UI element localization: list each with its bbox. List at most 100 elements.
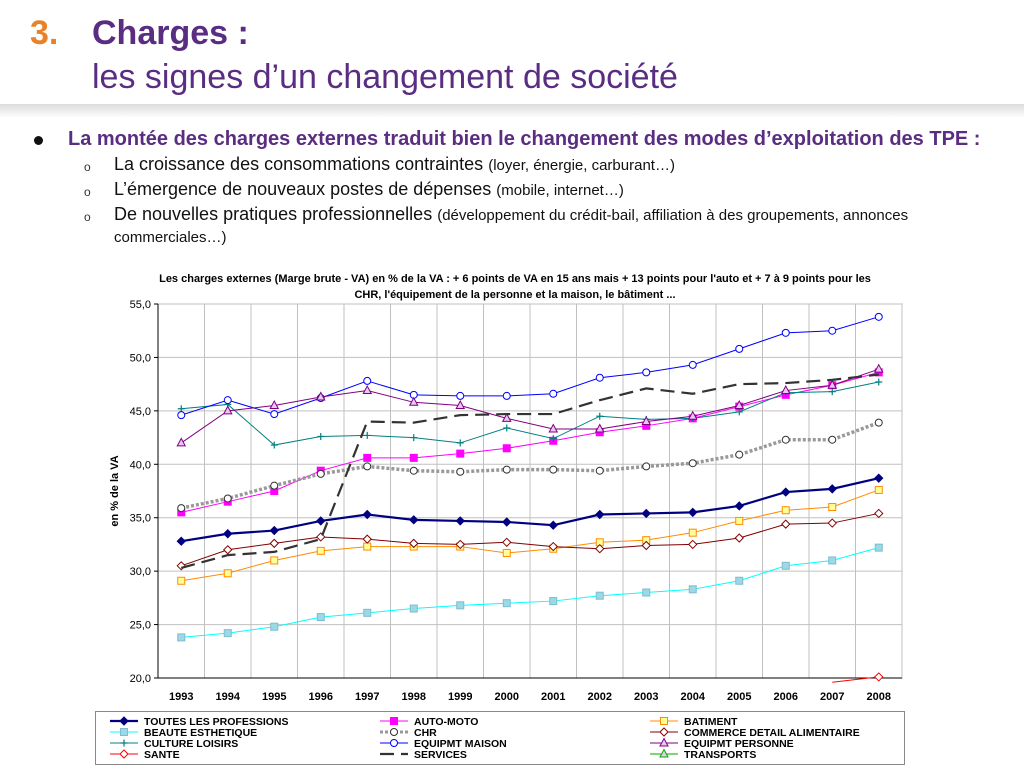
sub-bullet: o De nouvelles pratiques professionnelle… [32, 204, 1002, 248]
legend-label-toutes-les-professions: TOUTES LES PROFESSIONS [144, 716, 289, 728]
y-tick-label: 20,0 [130, 673, 151, 685]
data-point-commerce-detail-alimentaire [362, 534, 372, 544]
data-point-chr [781, 435, 790, 444]
series-line-batiment [181, 489, 879, 582]
legend-marker-culture-loisirs [120, 739, 128, 747]
legend-marker-equipmt-maison [390, 739, 398, 747]
data-point-chr [874, 418, 883, 427]
series-line-beaute-esthetique [181, 547, 879, 638]
data-point-culture-loisirs [828, 388, 836, 396]
x-tick-label: 1998 [402, 691, 426, 703]
data-point-equipmt-personne [734, 399, 745, 410]
data-point-toutes-les-professions [362, 509, 372, 520]
x-tick-label: 1995 [262, 691, 286, 703]
data-point-culture-loisirs [177, 405, 185, 413]
legend-label-transports: TRANSPORTS [684, 749, 756, 761]
data-point-culture-loisirs [410, 434, 418, 442]
data-point-equipmt-maison [735, 344, 744, 353]
bullet-list: La montée des charges externes traduit b… [32, 128, 1002, 248]
data-point-auto-moto [502, 444, 511, 453]
circle-bullet-icon: o [84, 185, 91, 199]
data-point-auto-moto [409, 453, 418, 462]
legend-label-chr: CHR [414, 727, 437, 739]
data-point-chr [735, 450, 744, 459]
data-point-beaute-esthetique [316, 613, 325, 622]
y-tick-label: 30,0 [130, 566, 151, 578]
data-point-equipmt-personne [222, 405, 233, 415]
section-number: 3. [30, 14, 59, 52]
data-point-commerce-detail-alimentaire [455, 539, 465, 550]
x-tick-label: 2006 [774, 691, 798, 703]
data-point-equipmt-personne [176, 437, 187, 447]
legend-marker-beaute-esthetique [120, 728, 128, 736]
data-point-equipmt-personne [594, 423, 605, 433]
data-point-beaute-esthetique [688, 585, 697, 594]
data-point-chr [456, 467, 465, 476]
x-tick-label: 1993 [169, 691, 193, 703]
x-tick-label: 2002 [588, 691, 612, 703]
legend-marker-chr [390, 728, 398, 736]
data-point-beaute-esthetique [595, 591, 604, 600]
data-point-toutes-les-professions [688, 507, 698, 518]
data-point-equipmt-personne [408, 396, 419, 406]
data-point-batiment [502, 548, 511, 557]
x-tick-label: 2000 [495, 691, 519, 703]
y-tick-label: 40,0 [130, 459, 151, 471]
data-point-equipmt-maison [502, 391, 511, 400]
legend-label-commerce-detail-alimentaire: COMMERCE DETAIL ALIMENTAIRE [684, 727, 860, 739]
data-point-beaute-esthetique [781, 561, 790, 570]
data-point-beaute-esthetique [502, 599, 511, 608]
data-point-equipmt-maison [270, 410, 279, 419]
main-bullet-text: La montée des charges externes traduit b… [68, 128, 981, 150]
data-point-batiment [316, 546, 325, 555]
data-point-beaute-esthetique [874, 543, 883, 552]
data-point-equipmt-personne [315, 391, 326, 401]
data-point-beaute-esthetique [177, 633, 186, 642]
chart-legend-box [95, 711, 905, 765]
data-point-chr [502, 465, 511, 474]
series-line-sante [832, 676, 879, 683]
data-point-commerce-detail-alimentaire [223, 545, 233, 555]
chart-title: Les charges externes (Marge brute - VA) … [159, 273, 871, 301]
data-point-commerce-detail-alimentaire [548, 541, 558, 552]
data-point-culture-loisirs [549, 435, 557, 443]
data-point-equipmt-maison [177, 411, 186, 420]
data-point-commerce-detail-alimentaire [874, 508, 884, 519]
data-point-beaute-esthetique [642, 588, 651, 597]
data-point-commerce-detail-alimentaire [688, 539, 698, 550]
data-point-toutes-les-professions [316, 516, 326, 526]
data-point-toutes-les-professions [781, 487, 791, 497]
data-point-toutes-les-professions [734, 501, 744, 511]
data-point-batiment [270, 556, 279, 565]
data-point-equipmt-maison [781, 328, 790, 337]
title-divider [0, 104, 1024, 118]
data-point-culture-loisirs [456, 439, 464, 447]
data-point-equipmt-maison [549, 389, 558, 398]
circle-bullet-icon: o [84, 160, 91, 174]
series-line-equipmt-personne [180, 368, 879, 444]
page-title: Charges : [92, 14, 249, 52]
sub-bullet-detail: (développement du crédit-bail, affiliati… [114, 207, 909, 246]
bullet-dot-icon [34, 136, 43, 145]
data-point-chr [688, 459, 697, 468]
data-point-equipmt-maison [688, 360, 697, 369]
data-point-equipmt-personne [641, 415, 652, 426]
data-point-batiment [223, 569, 232, 578]
data-point-batiment [828, 503, 837, 512]
data-point-chr [223, 494, 232, 503]
sub-bullet: o La croissance des consommations contra… [32, 154, 1002, 176]
sub-bullet-detail: (mobile, internet…) [496, 182, 624, 199]
x-tick-label: 2003 [634, 691, 658, 703]
legend-label-equipmt-maison: EQUIPMT MAISON [414, 738, 507, 750]
data-point-equipmt-personne [362, 384, 373, 395]
data-point-chr [409, 466, 418, 475]
sub-bullet-detail: (loyer, énergie, carburant…) [488, 157, 675, 174]
data-point-beaute-esthetique [223, 629, 232, 638]
series-line-equipmt-maison [181, 316, 879, 416]
data-point-batiment [688, 528, 697, 537]
data-point-batiment [781, 506, 790, 515]
data-point-batiment [363, 542, 372, 551]
sub-bullet-text: De nouvelles pratiques professionnelles [114, 204, 433, 224]
x-tick-label: 1999 [448, 691, 472, 703]
data-point-equipmt-maison [456, 391, 465, 400]
